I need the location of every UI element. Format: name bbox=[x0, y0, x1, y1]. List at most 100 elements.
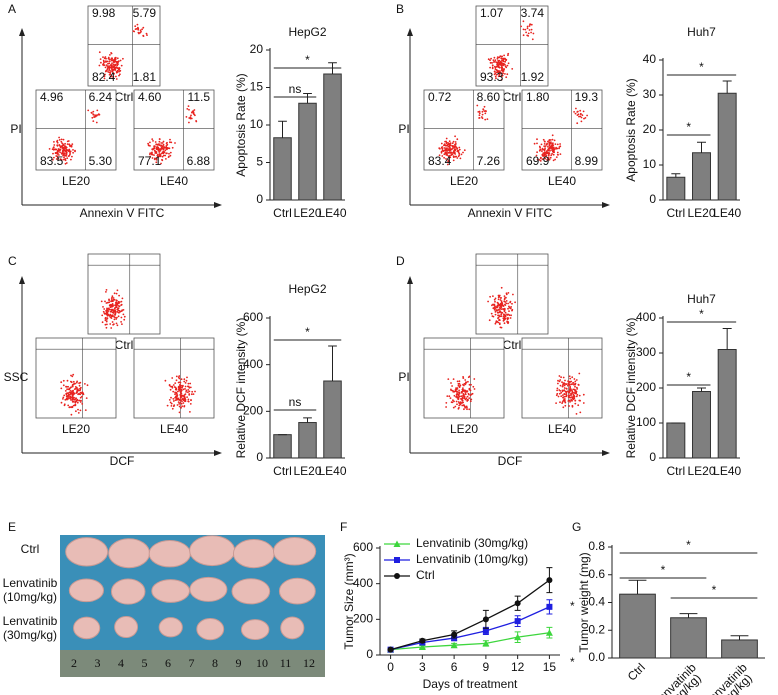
y-tick-label: 0.2 bbox=[588, 622, 605, 636]
flow-dot bbox=[484, 112, 487, 115]
flow-dot bbox=[500, 57, 503, 60]
flow-dot bbox=[498, 66, 501, 69]
flow-dot bbox=[86, 384, 89, 387]
flow-dot bbox=[103, 77, 106, 80]
flow-dot bbox=[498, 322, 501, 325]
flow-dot bbox=[501, 59, 504, 62]
flow-dot bbox=[569, 401, 571, 403]
flow-dot bbox=[78, 384, 81, 387]
flow-dot bbox=[71, 385, 74, 388]
flow-dot bbox=[495, 73, 498, 76]
flow-dot bbox=[555, 156, 558, 159]
flow-dot bbox=[181, 405, 184, 408]
flow-dot bbox=[111, 67, 113, 70]
flow-dot bbox=[60, 381, 63, 384]
flow-dot bbox=[64, 390, 67, 392]
flow-dot bbox=[462, 377, 465, 379]
flow-dot bbox=[85, 397, 88, 399]
flow-dot bbox=[457, 384, 460, 387]
flow-dot bbox=[187, 105, 190, 107]
flow-dot bbox=[498, 73, 501, 76]
flow-dot bbox=[501, 55, 503, 58]
flow-dot bbox=[502, 62, 504, 65]
flow-dot bbox=[72, 393, 75, 396]
flow-dot bbox=[563, 399, 566, 402]
arrow-head bbox=[407, 28, 413, 36]
flow-dot bbox=[453, 400, 455, 403]
flow-dot bbox=[159, 153, 161, 156]
flow-dot bbox=[567, 380, 569, 383]
flow-dot bbox=[187, 391, 189, 394]
flow-dot bbox=[158, 144, 161, 147]
flow-dot bbox=[578, 394, 581, 397]
flow-dot bbox=[499, 63, 502, 66]
flow-dot bbox=[508, 306, 511, 309]
flow-dot bbox=[109, 306, 112, 309]
flow-dot bbox=[162, 152, 165, 155]
flow-dot bbox=[458, 148, 461, 151]
flow-dot bbox=[149, 141, 151, 144]
flow-dot bbox=[499, 60, 502, 63]
flow-dot bbox=[116, 303, 119, 306]
flow-dot bbox=[179, 393, 182, 396]
flow-dot bbox=[100, 61, 102, 64]
flow-dot bbox=[104, 66, 107, 69]
flow-dot bbox=[509, 301, 511, 304]
flow-dot bbox=[494, 322, 497, 325]
flow-dot bbox=[114, 64, 117, 66]
y-tick-label: 0 bbox=[649, 192, 656, 206]
flow-dot bbox=[505, 302, 508, 305]
x-tick-label: 15 bbox=[543, 660, 557, 674]
flow-dot bbox=[574, 380, 577, 383]
flow-dot bbox=[469, 389, 472, 392]
flow-dot bbox=[467, 376, 470, 379]
ruler-number: 4 bbox=[118, 656, 124, 670]
y-tick-label: 40 bbox=[643, 52, 657, 66]
flow-dot bbox=[568, 375, 571, 378]
flow-dot bbox=[142, 35, 145, 37]
flow-dot bbox=[74, 382, 76, 385]
chart-title: Huh7 bbox=[687, 292, 716, 306]
flow-dot bbox=[483, 110, 486, 112]
flow-dot bbox=[106, 301, 109, 304]
flow-dot bbox=[551, 152, 553, 155]
flow-dot bbox=[112, 314, 114, 317]
flow-dot bbox=[183, 400, 186, 402]
flow-dot bbox=[182, 402, 185, 404]
flow-dot bbox=[70, 374, 72, 377]
flow-dot bbox=[181, 394, 184, 397]
flow-dot bbox=[576, 393, 579, 396]
flow-dot bbox=[556, 151, 559, 154]
flow-dot bbox=[56, 151, 59, 153]
flow-dot bbox=[440, 142, 443, 145]
flow-dot bbox=[500, 306, 503, 309]
flow-dot bbox=[180, 390, 183, 393]
flow-dot bbox=[507, 62, 510, 65]
flow-dot bbox=[69, 152, 71, 155]
flow-dot bbox=[495, 77, 497, 80]
flow-dot bbox=[168, 384, 171, 386]
flow-dot bbox=[92, 110, 95, 113]
panel-letter: C bbox=[8, 254, 17, 268]
flow-dot bbox=[109, 323, 112, 325]
x-tick-label: LE40 bbox=[713, 464, 741, 478]
flow-dot bbox=[183, 378, 186, 381]
y-tick-label: 100 bbox=[636, 415, 656, 429]
flow-dot bbox=[467, 392, 470, 395]
flow-dot bbox=[177, 381, 180, 384]
flow-dot bbox=[547, 157, 550, 160]
y-axis-label: Relative DCF intensity (%) bbox=[624, 318, 638, 459]
flow-dot bbox=[502, 72, 504, 74]
flow-dot bbox=[62, 147, 65, 150]
y-tick-label: 200 bbox=[636, 380, 656, 394]
chart-title: HepG2 bbox=[288, 282, 326, 296]
flow-dot bbox=[459, 403, 462, 406]
flow-dot bbox=[189, 382, 192, 385]
point-marker bbox=[546, 603, 553, 610]
flow-dot bbox=[77, 412, 80, 414]
flow-dot bbox=[184, 382, 187, 384]
flow-dot bbox=[583, 117, 585, 120]
x-tick-label: 12 bbox=[511, 660, 525, 674]
flow-dot bbox=[102, 59, 105, 62]
flow-dot bbox=[496, 306, 499, 309]
